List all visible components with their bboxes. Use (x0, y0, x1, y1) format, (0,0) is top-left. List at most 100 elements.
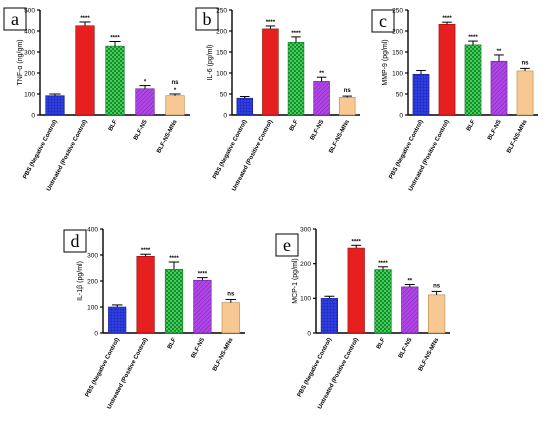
bar-5 (427, 294, 446, 334)
bar-1 (236, 97, 254, 116)
significance-label: **** (110, 36, 120, 42)
category-label: BLF-NS-MNs (418, 337, 441, 373)
bar-2 (262, 28, 279, 116)
significance-label: ** (407, 278, 412, 284)
bar-4 (401, 286, 419, 334)
significance-label: **** (266, 20, 276, 26)
category-label: BLF-NS (487, 119, 503, 141)
category-label: BLF (167, 337, 178, 350)
category-label: BLF (108, 119, 119, 132)
bar-4 (490, 60, 508, 116)
bar-5 (165, 95, 185, 116)
category-label: BLF-NS-MNs (156, 119, 179, 155)
bar-2 (438, 23, 456, 116)
bar-3 (287, 42, 305, 116)
category-label: PBS (Negative Control) (22, 119, 58, 180)
y-tick-label: 200 (300, 261, 311, 268)
category-label: BLF-NS (398, 337, 414, 359)
category-label: BLF-NS (310, 119, 326, 141)
panel-letter: e (283, 235, 291, 255)
significance-label: * (174, 88, 177, 94)
y-tick-label: 300 (300, 226, 311, 233)
category-label: BLF-NS (191, 337, 207, 359)
y-tick-label: 250 (392, 7, 403, 14)
bar-1 (412, 73, 430, 116)
category-label: BLF (289, 119, 300, 132)
category-label: BLF (466, 119, 477, 132)
y-axis-label: MCP-1 (pg/ml) (292, 258, 299, 304)
panel-letter: c (379, 11, 387, 31)
y-tick-label: 150 (216, 49, 227, 56)
bar-3 (464, 44, 482, 116)
significance-label: **** (442, 16, 452, 22)
significance-label: ** (497, 49, 502, 55)
category-label: BLF-NS-MNs (212, 337, 235, 373)
significance-label: **** (352, 239, 362, 245)
significance-label: ns (344, 88, 352, 94)
y-tick-label: 100 (87, 304, 98, 311)
significance-label: **** (198, 272, 208, 278)
y-tick-label: 500 (24, 7, 35, 14)
chart-panel-a: a 0 100 200 300 400 500 TNF-α (ng/gm) PBS (Negat… (3, 7, 190, 192)
bar-3 (164, 268, 184, 334)
significance-label: ns (227, 291, 235, 297)
panel-letter: b (203, 9, 212, 29)
y-axis-label: IL-6 (pg/ml) (207, 45, 214, 81)
y-tick-label: 200 (87, 278, 98, 285)
y-tick-label: 300 (87, 252, 98, 259)
bar-2 (347, 247, 365, 334)
panel-letter-box (195, 7, 219, 31)
y-tick-label: 0 (94, 330, 98, 337)
y-tick-label: 50 (396, 91, 404, 98)
significance-label: * (144, 80, 147, 86)
significance-label: **** (291, 31, 301, 37)
y-axis-label: TNF-α (ng/gm) (17, 39, 24, 85)
category-label: BLF-NS-MNs (506, 119, 529, 155)
significance-label: **** (468, 35, 478, 41)
y-tick-label: 300 (24, 49, 35, 56)
y-tick-label: 100 (392, 70, 403, 77)
panel-letter-box (3, 7, 27, 31)
bar-4 (193, 279, 212, 334)
panel-letter: a (11, 9, 19, 29)
bar-3 (374, 269, 392, 334)
y-tick-label: 250 (216, 7, 227, 14)
significance-label: **** (169, 256, 179, 262)
y-tick-label: 100 (300, 296, 311, 303)
bar-5 (338, 97, 356, 116)
bar-1 (320, 298, 339, 334)
y-tick-label: 400 (24, 28, 35, 35)
y-tick-label: 200 (392, 28, 403, 35)
significance-label: **** (80, 16, 90, 22)
y-tick-label: 200 (24, 70, 35, 77)
y-tick-label: 0 (31, 112, 35, 119)
bar-4 (135, 88, 155, 116)
panel-letter: d (71, 231, 80, 251)
category-label: BLF (376, 337, 387, 350)
significance-label: ns (171, 80, 179, 86)
bar-3 (105, 45, 125, 116)
y-tick-label: 0 (223, 112, 227, 119)
y-tick-label: 200 (216, 28, 227, 35)
significance-label: **** (378, 261, 388, 267)
panel-letter-box (371, 9, 395, 33)
bar-4 (313, 81, 330, 116)
bar-2 (136, 255, 155, 334)
category-label: BLF-NS-MNs (328, 119, 351, 155)
significance-label: **** (141, 248, 151, 254)
y-tick-label: 50 (220, 91, 228, 98)
panel-letter-box (275, 233, 299, 257)
bar-1 (45, 95, 65, 116)
bar-5 (516, 70, 534, 116)
y-tick-label: 100 (216, 70, 227, 77)
y-tick-label: 0 (399, 112, 403, 119)
y-axis-label: MMP-9 (pg/ml) (382, 39, 389, 85)
significance-label: ** (319, 71, 324, 77)
panel-letter-box (63, 229, 87, 253)
bar-1 (108, 306, 127, 334)
bar-2 (75, 25, 95, 116)
bar-5 (221, 302, 240, 334)
